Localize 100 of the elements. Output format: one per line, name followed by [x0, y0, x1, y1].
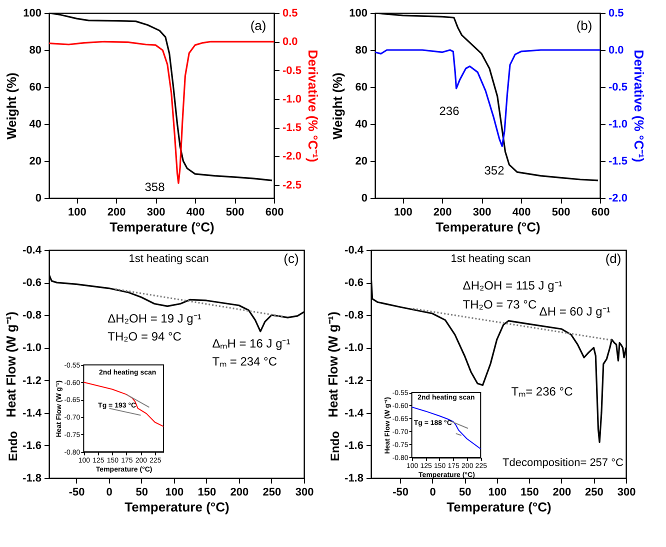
- line-series: [375, 49, 600, 147]
- annotation: Tₘ= 236 °C: [511, 384, 574, 398]
- y-tick-label: -0.6: [344, 277, 364, 290]
- y2-tick-label: 0.0: [608, 44, 624, 56]
- y-tick-label: -1.6: [22, 440, 42, 452]
- x-tick-label: 100: [488, 486, 507, 498]
- y-tick-label: 100: [349, 8, 368, 20]
- y2-tick-label: -1.0: [282, 93, 302, 106]
- annotation: ΔₘH = 16 J g⁻¹: [212, 336, 290, 350]
- x-tick-label: 0: [430, 486, 436, 498]
- y-tick-label: -1.0: [22, 342, 42, 354]
- x-tick-label: 300: [295, 486, 314, 498]
- y-tick-label: -0.6: [22, 277, 42, 290]
- x-tick-label: 300: [472, 206, 492, 218]
- x-tick-label: 600: [591, 206, 610, 218]
- y2-axis-title: Derivative (% °C⁻¹): [631, 50, 646, 162]
- annotation: (d): [605, 251, 622, 266]
- y-tick-label: -1.2: [22, 374, 42, 387]
- x-tick-label: 600: [265, 206, 284, 218]
- y-tick-label: -1.0: [344, 342, 364, 354]
- y-tick-label: 80: [355, 44, 368, 56]
- y-tick-label: -1.4: [22, 407, 42, 420]
- y-axis-title: Heat Flow (W g⁻¹): [326, 312, 341, 418]
- y2-tick-label: -1.0: [608, 118, 628, 130]
- annotation: ΔH₂OH = 115 J g⁻¹: [462, 278, 562, 292]
- annotation: 352: [484, 163, 505, 178]
- text: Endo: [328, 431, 342, 462]
- x-tick-label: 150: [520, 486, 539, 498]
- y2-tick-label: -2.5: [282, 179, 302, 192]
- x-tick-label: 50: [458, 486, 472, 498]
- y-tick-label: -1.8: [344, 472, 364, 484]
- y-tick-label: -0.8: [344, 310, 364, 322]
- y2-tick-label: -2.0: [608, 192, 628, 204]
- y-axis-title: Weight (%): [330, 72, 346, 140]
- annotation: TH₂O = 94 °C: [108, 330, 182, 344]
- annotation: 358: [144, 180, 166, 194]
- y-tick-label: -1.8: [22, 472, 42, 484]
- y2-tick-label: -0.5: [608, 82, 628, 94]
- x-axis-title: Temperature (°C): [446, 500, 552, 514]
- x-tick-label: 250: [585, 486, 604, 498]
- annotation: 1st heating scan: [450, 253, 531, 266]
- y-tick-label: 20: [355, 156, 368, 168]
- line-series: [49, 40, 274, 184]
- x-axis-title: Temperature (°C): [124, 500, 230, 514]
- y2-tick-label: -1.5: [282, 122, 302, 134]
- line-series: [411, 406, 482, 450]
- y-tick-label: 60: [355, 82, 368, 94]
- x-tick-label: 250: [262, 486, 282, 498]
- y-tick-label: 0: [361, 192, 368, 204]
- x-tick-label: 200: [433, 206, 452, 218]
- x-tick-label: 300: [146, 206, 166, 218]
- annotation: (a): [250, 18, 266, 33]
- x-tick-label: 400: [186, 206, 205, 218]
- y-axis-title: Weight (%): [4, 72, 20, 140]
- x-axis-title: Temperature (°C): [436, 220, 540, 234]
- y-tick-label: 0: [35, 192, 42, 204]
- x-tick-label: 100: [165, 486, 184, 498]
- y2-tick-label: 0.5: [282, 8, 298, 20]
- x-tick-label: 300: [617, 486, 636, 498]
- x-tick-label: 200: [107, 206, 126, 218]
- y-tick-label: 100: [23, 8, 42, 20]
- x-tick-label: 50: [136, 486, 148, 498]
- y2-tick-label: -0.5: [282, 64, 302, 77]
- y-tick-label: -0.4: [344, 244, 364, 256]
- line-series: [83, 382, 164, 427]
- y-tick-label: 20: [29, 156, 42, 168]
- x-tick-label: 500: [226, 206, 244, 218]
- y-tick-label: 40: [355, 118, 368, 130]
- y-tick-label: 80: [29, 44, 42, 56]
- x-tick-label: 200: [552, 486, 572, 498]
- y2-tick-label: 0.5: [608, 8, 624, 20]
- annotation: 236: [439, 104, 460, 118]
- text: Endo: [6, 431, 20, 462]
- y2-tick-label: 0.0: [282, 36, 298, 48]
- x-tick-label: 200: [230, 486, 249, 498]
- annotation: ΔH₂OH = 19 J g⁻¹: [108, 311, 202, 326]
- annotation: TH₂O = 73 °C: [462, 298, 537, 312]
- y2-axis-title: Derivative (% °C⁻¹): [305, 50, 320, 162]
- x-tick-label: 150: [198, 486, 216, 498]
- y-tick-label: -0.8: [22, 310, 42, 322]
- y-tick-label: 60: [29, 82, 42, 94]
- annotation: 1st heating scan: [128, 253, 209, 266]
- annotation: Tdecomposition= 257 °C: [502, 457, 624, 470]
- annotation: (c): [284, 251, 299, 266]
- x-tick-label: 400: [512, 206, 531, 218]
- x-tick-label: -50: [392, 486, 409, 498]
- y-tick-label: -0.4: [22, 244, 42, 256]
- y-tick-label: -1.2: [344, 374, 364, 387]
- x-axis-title: Temperature (°C): [110, 220, 214, 234]
- y-axis-title: Heat Flow (W g⁻¹): [4, 312, 19, 418]
- y2-tick-label: -2.0: [282, 150, 302, 163]
- y-tick-label: 40: [29, 118, 42, 130]
- y-tick-label: -1.4: [344, 407, 364, 420]
- x-tick-label: 0: [106, 486, 112, 498]
- y2-tick-label: -1.5: [608, 156, 628, 168]
- y-tick-label: -1.6: [344, 440, 364, 452]
- x-tick-label: 500: [552, 206, 570, 218]
- annotation: Tₘ = 234 °C: [212, 354, 278, 369]
- x-tick-label: -50: [68, 486, 85, 498]
- annotation: (b): [576, 18, 592, 33]
